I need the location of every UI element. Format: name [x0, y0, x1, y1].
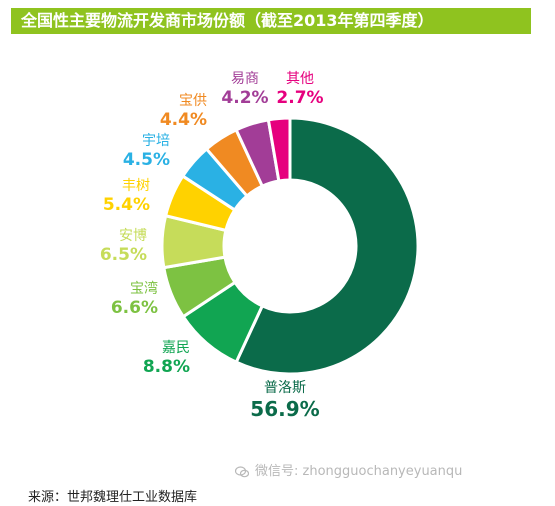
wechat-icon — [234, 465, 250, 478]
slice-label-0: 普洛斯 — [264, 380, 306, 396]
chart-title: 全国性主要物流开发商市场份额（截至2013年第四季度） — [11, 8, 531, 34]
slice-label-5: 宇培 — [142, 133, 170, 149]
slice-value-0: 56.9% — [250, 397, 319, 421]
slice-value-4: 5.4% — [103, 195, 150, 215]
watermark-text: 微信号: zhongguochanyeyuanqu — [255, 464, 463, 479]
slice-value-1: 8.8% — [143, 357, 190, 377]
wechat-watermark: 微信号: zhongguochanyeyuanqu — [234, 460, 463, 479]
slice-label-8: 其他 — [286, 71, 314, 87]
slice-label-4: 丰树 — [122, 178, 150, 194]
donut-slice-0 — [234, 116, 420, 376]
slice-label-1: 嘉民 — [162, 340, 190, 356]
source-note: 来源：世邦魏理仕工业数据库 — [28, 490, 198, 505]
slice-label-6: 宝供 — [179, 93, 207, 109]
slice-label-7: 易商 — [231, 71, 259, 87]
slice-value-2: 6.6% — [111, 298, 158, 318]
donut-slice-8 — [266, 116, 292, 183]
slice-label-2: 宝湾 — [130, 280, 158, 297]
slice-value-6: 4.4% — [160, 110, 207, 130]
slice-value-3: 6.5% — [100, 245, 147, 265]
slice-value-5: 4.5% — [123, 150, 170, 170]
slice-label-3: 安博 — [119, 227, 147, 244]
slice-value-7: 4.2% — [221, 88, 268, 108]
slice-value-8: 2.7% — [276, 88, 323, 108]
